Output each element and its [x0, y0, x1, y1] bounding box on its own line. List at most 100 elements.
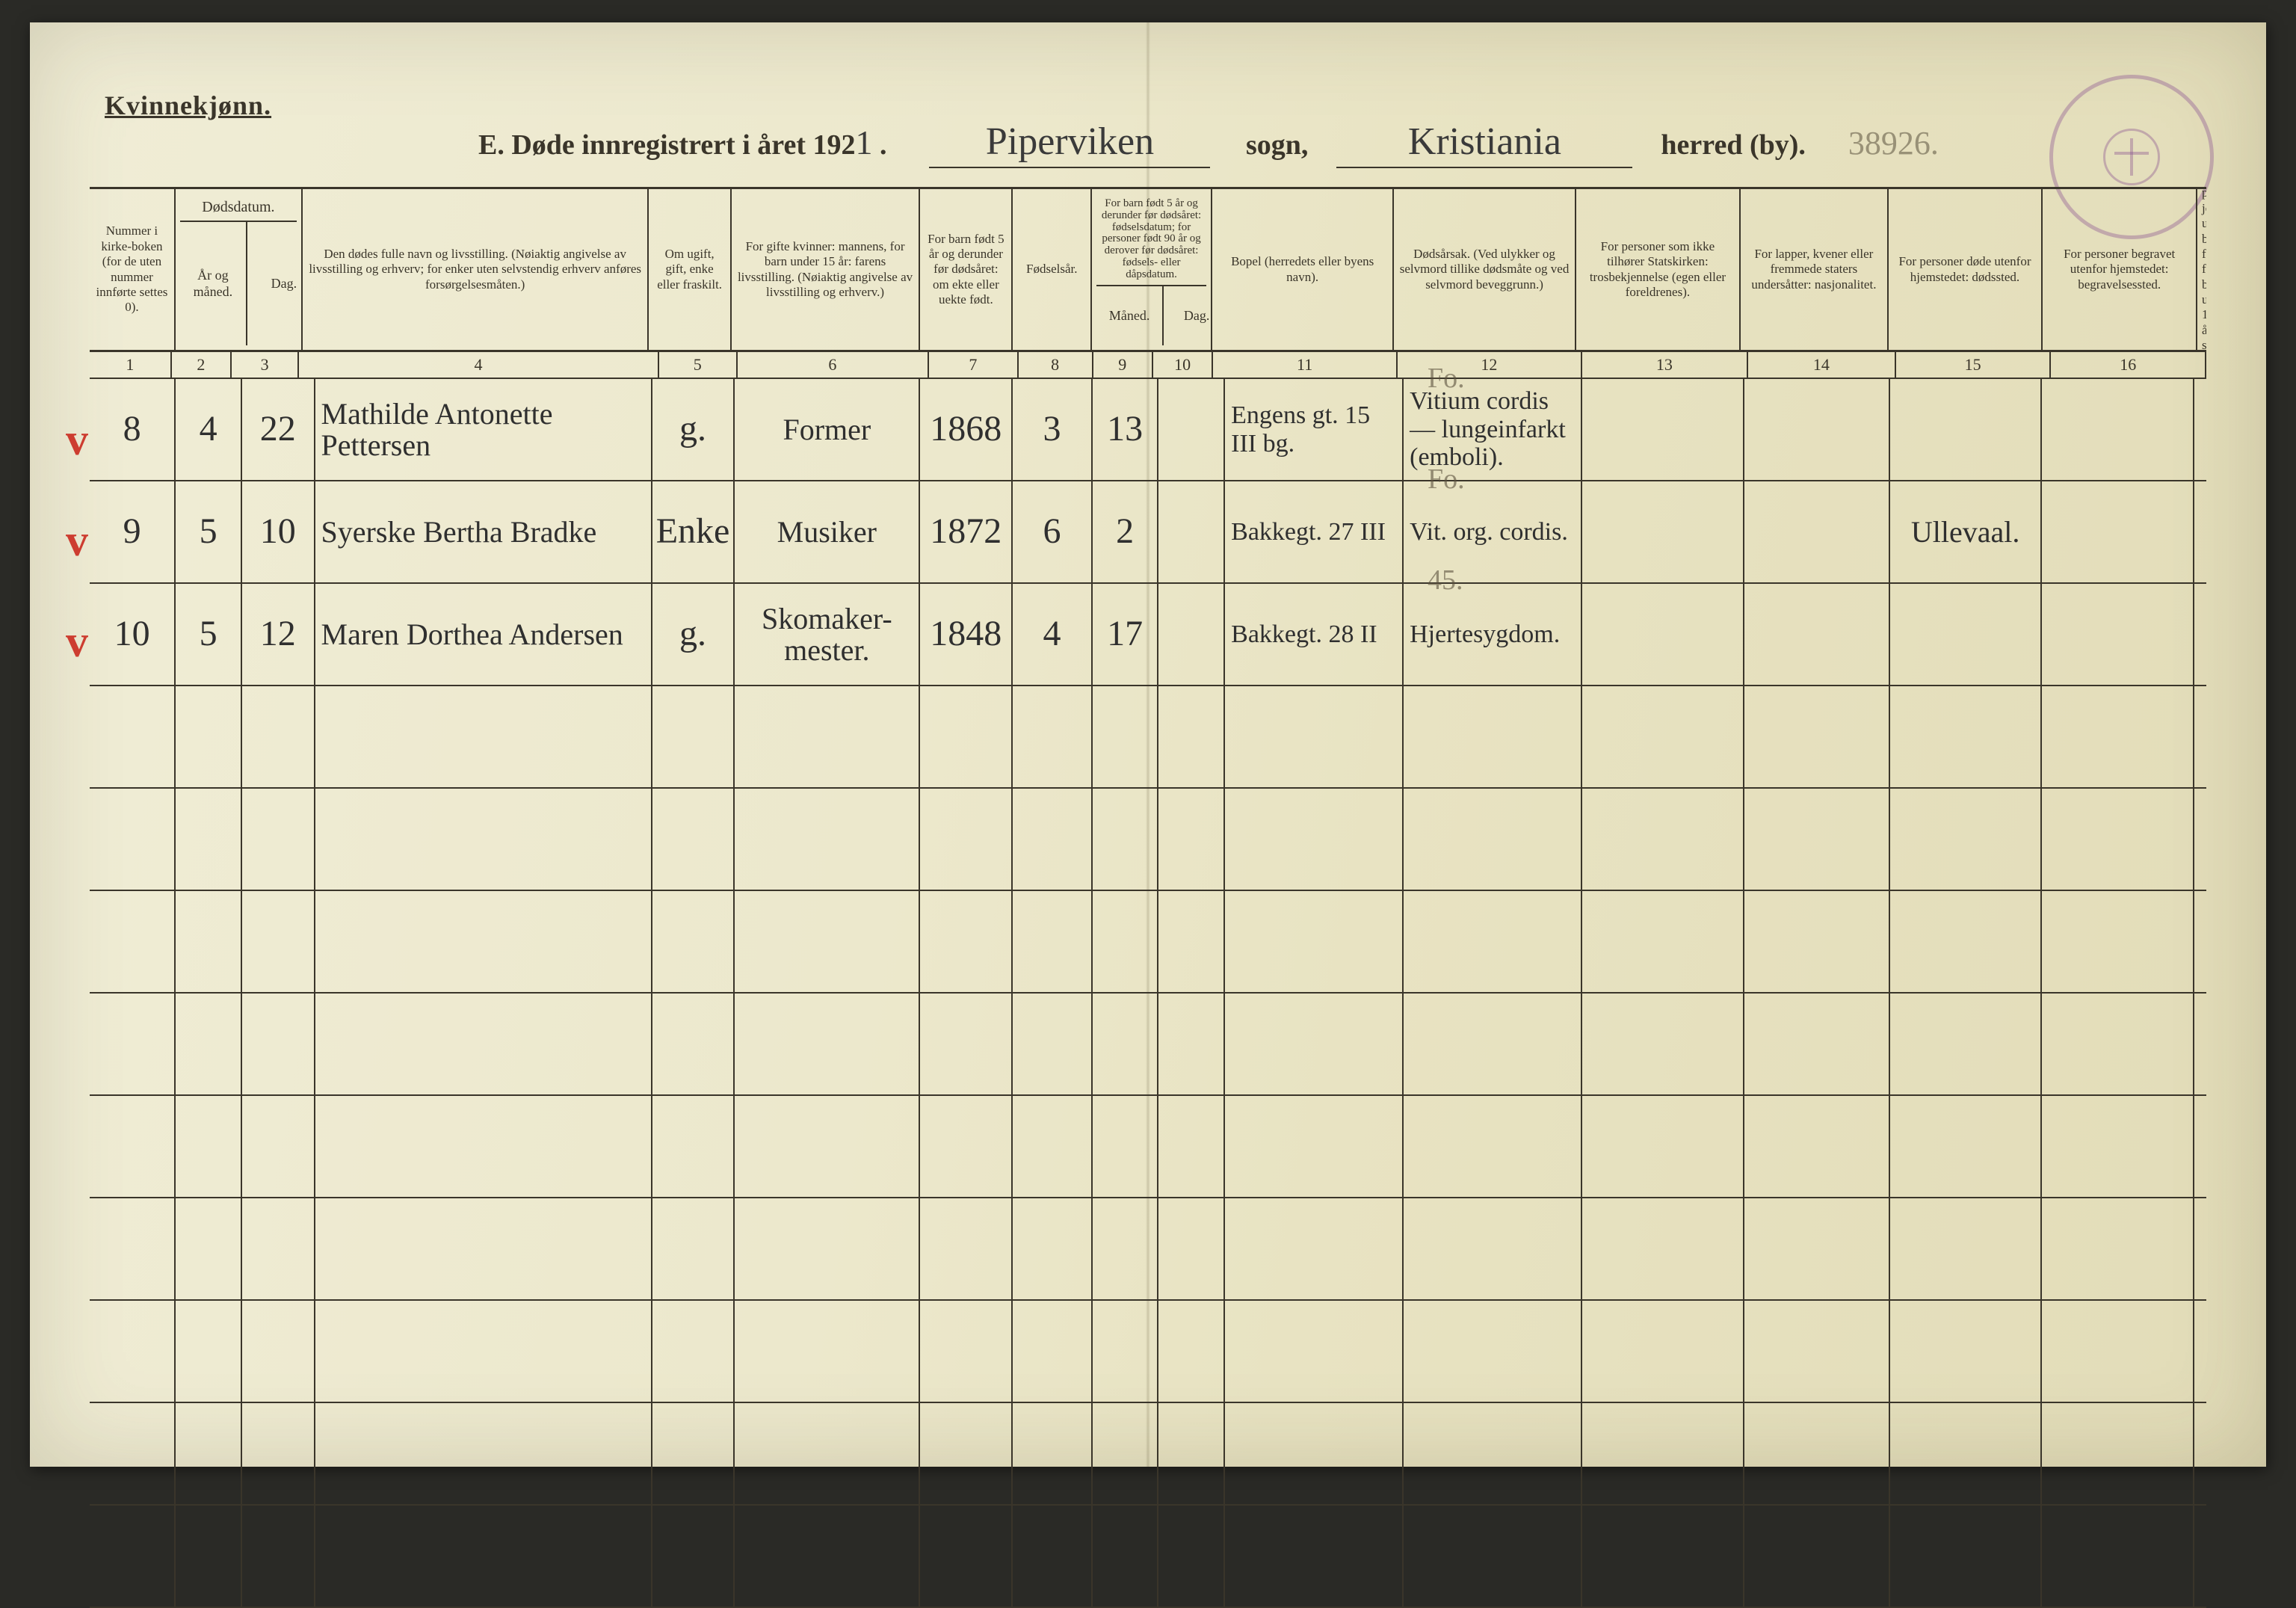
- cell-empty: [90, 1301, 176, 1402]
- cell-c4: Syerske Bertha Bradke: [315, 481, 652, 582]
- cell-empty: [242, 891, 315, 992]
- cell-empty: [2194, 1096, 2206, 1197]
- cell-empty: [1890, 1506, 2043, 1607]
- cell-c12: Hjertesygdom.: [1404, 584, 1582, 685]
- cell-empty: [920, 1506, 1013, 1607]
- cell-c15: [1890, 584, 2043, 685]
- colnum-14: 14: [1748, 352, 1896, 378]
- cell-empty: [1744, 1198, 1890, 1299]
- cell-c5: g.: [652, 584, 735, 685]
- cell-empty: [90, 686, 176, 787]
- col-header-2: År og måned.: [180, 222, 247, 345]
- cell-empty: [1093, 1198, 1159, 1299]
- cell-empty: [735, 686, 920, 787]
- cell-empty: [2042, 994, 2194, 1094]
- cell-empty: [1890, 994, 2043, 1094]
- cell-empty: [242, 1506, 315, 1607]
- col-header-12: Dødsårsak. (Ved ulykker og selvmord till…: [1394, 189, 1576, 350]
- col-header-2-3: Dødsdatum. År og måned. Dag.: [176, 189, 303, 350]
- cell-empty: [176, 789, 242, 890]
- col-header-15: For personer døde utenfor hjemstedet: dø…: [1889, 189, 2043, 350]
- cell-empty: [176, 994, 242, 1094]
- table-row-empty: [90, 1096, 2206, 1198]
- cell-c1: 10: [90, 584, 176, 685]
- cell-empty: [652, 1198, 735, 1299]
- col-header-10: Dag.: [1164, 286, 1212, 345]
- cell-empty: [1744, 1301, 1890, 1402]
- cell-empty: [920, 1301, 1013, 1402]
- cell-c1: 8: [90, 379, 176, 480]
- cell-empty: [1013, 1506, 1092, 1607]
- cell-empty: [90, 1096, 176, 1197]
- cell-empty: [735, 994, 920, 1094]
- cell-empty: [1404, 789, 1582, 890]
- cell-empty: [920, 891, 1013, 992]
- cell-empty: [1158, 686, 1225, 787]
- cell-empty: [1013, 1301, 1092, 1402]
- cell-empty: [1404, 1198, 1582, 1299]
- title-prefix: E. Døde innregistrert i året 192: [478, 129, 855, 161]
- table-row-empty: [90, 789, 2206, 891]
- cell-c7: 1868: [920, 379, 1013, 480]
- colnum-2: 2: [172, 352, 232, 378]
- cell-c4: Mathilde Antonette Pettersen: [315, 379, 652, 480]
- cell-empty: [2042, 686, 2194, 787]
- cell-c8: 6: [1013, 481, 1092, 582]
- sogn-label: sogn,: [1246, 129, 1308, 161]
- table-row: 9510Syerske Bertha BradkeEnkeMusiker1872…: [90, 481, 2206, 584]
- col-header-6: For gifte kvinner: mannens, for barn und…: [732, 189, 921, 350]
- cell-empty: [176, 1301, 242, 1402]
- cell-empty: [1093, 1301, 1159, 1402]
- cell-empty: [90, 891, 176, 992]
- cell-c11: Engens gt. 15 III bg.: [1225, 379, 1404, 480]
- cell-c17: [2194, 379, 2206, 480]
- cell-c5: Enke: [652, 481, 735, 582]
- cell-empty: [1582, 994, 1744, 1094]
- cell-empty: [2042, 1096, 2194, 1197]
- cell-empty: [242, 994, 315, 1094]
- cell-empty: [1158, 789, 1225, 890]
- cell-c9: 2: [1093, 481, 1159, 582]
- table-row-empty: [90, 1506, 2206, 1608]
- table-body: 8422Mathilde Antonette Petterseng.Former…: [90, 379, 2206, 1608]
- col-header-8: Fødselsår.: [1013, 189, 1092, 350]
- col-header-fodselsdatum: For barn født 5 år og derunder før dødså…: [1096, 194, 1206, 286]
- cell-c14: [1744, 481, 1890, 582]
- cell-empty: [1093, 1506, 1159, 1607]
- colnum-13: 13: [1582, 352, 1748, 378]
- colnum-11: 11: [1213, 352, 1398, 378]
- colnum-1: 1: [90, 352, 172, 378]
- register-table: Nummer i kirke-boken (for de uten nummer…: [90, 187, 2206, 1407]
- cell-empty: [315, 1301, 652, 1402]
- cell-empty: [1093, 1096, 1159, 1197]
- pencil-note: 45.: [1428, 564, 1463, 597]
- cell-empty: [2042, 1198, 2194, 1299]
- cell-c1: 9: [90, 481, 176, 582]
- cell-empty: [1225, 1506, 1404, 1607]
- cell-empty: [2194, 1301, 2206, 1402]
- col-header-11: Bopel (herredets eller byens navn).: [1212, 189, 1394, 350]
- cell-empty: [1158, 994, 1225, 1094]
- table-row: 10512Maren Dorthea Anderseng.Skomaker-me…: [90, 584, 2206, 686]
- page: Kvinnekjønn. E. Døde innregistrert i åre…: [30, 22, 2266, 1467]
- cell-empty: [920, 1198, 1013, 1299]
- cell-empty: [2194, 789, 2206, 890]
- cell-c2: 5: [176, 584, 242, 685]
- cell-empty: [1225, 686, 1404, 787]
- cell-c6: Former: [735, 379, 920, 480]
- col-header-13: For personer som ikke tilhører Statskirk…: [1576, 189, 1741, 350]
- cell-empty: [242, 1301, 315, 1402]
- cell-empty: [1158, 891, 1225, 992]
- cell-c9: 17: [1093, 584, 1159, 685]
- cell-empty: [652, 891, 735, 992]
- col-header-1: Nummer i kirke-boken (for de uten nummer…: [90, 189, 176, 350]
- cell-empty: [1890, 789, 2043, 890]
- colnum-7: 7: [929, 352, 1018, 378]
- cell-c13: [1582, 481, 1744, 582]
- cell-c10: [1158, 481, 1225, 582]
- cell-empty: [1158, 1096, 1225, 1197]
- cell-c14: [1744, 379, 1890, 480]
- header: Kvinnekjønn. E. Døde innregistrert i åre…: [105, 90, 2191, 121]
- cell-empty: [1404, 1301, 1582, 1402]
- table-row-empty: [90, 1301, 2206, 1403]
